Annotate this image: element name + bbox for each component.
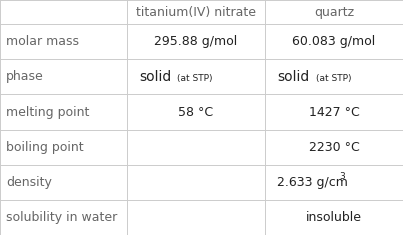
Text: 60.083 g/mol: 60.083 g/mol [293, 35, 376, 48]
Text: solubility in water: solubility in water [6, 211, 117, 224]
Text: titanium(IV) nitrate: titanium(IV) nitrate [136, 6, 256, 19]
Text: boiling point: boiling point [6, 141, 84, 154]
Text: (at STP): (at STP) [316, 74, 351, 82]
Text: 295.88 g/mol: 295.88 g/mol [154, 35, 238, 48]
Text: 58 °C: 58 °C [179, 106, 214, 118]
Text: phase: phase [6, 70, 44, 83]
Text: 2.633 g/cm: 2.633 g/cm [277, 176, 348, 189]
Text: 2230 °C: 2230 °C [309, 141, 359, 154]
Text: density: density [6, 176, 52, 189]
Text: insoluble: insoluble [306, 211, 362, 224]
Text: 3: 3 [340, 172, 345, 181]
Text: melting point: melting point [6, 106, 89, 118]
Text: 1427 °C: 1427 °C [309, 106, 359, 118]
Text: solid: solid [139, 70, 171, 84]
Text: solid: solid [277, 70, 310, 84]
Text: quartz: quartz [314, 6, 354, 19]
Text: molar mass: molar mass [6, 35, 79, 48]
Text: (at STP): (at STP) [177, 74, 213, 82]
